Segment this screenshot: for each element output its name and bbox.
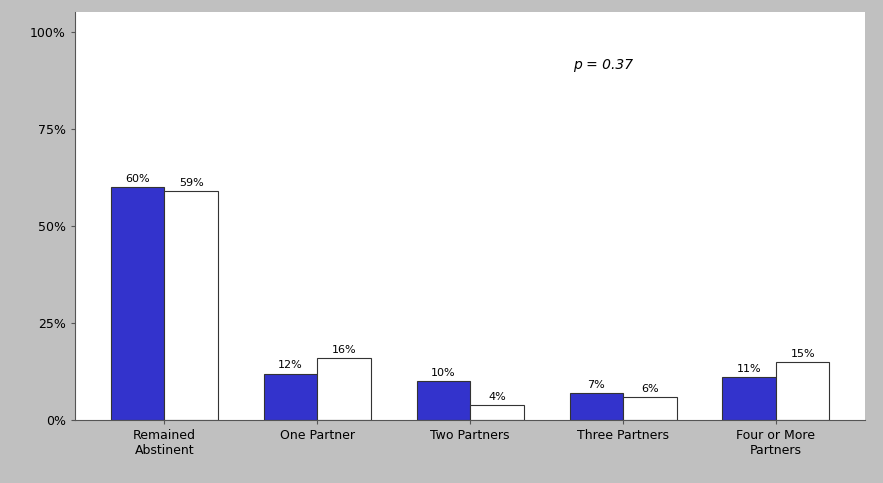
Bar	[264, 373, 317, 420]
Text: 6%: 6%	[641, 384, 659, 394]
Text: 15%: 15%	[790, 349, 815, 359]
Text: 59%: 59%	[179, 178, 204, 188]
Text: p = 0.37: p = 0.37	[573, 58, 633, 72]
Bar	[570, 393, 623, 420]
Text: 16%: 16%	[332, 345, 357, 355]
Bar	[417, 382, 471, 420]
Bar	[471, 405, 524, 420]
Text: 7%: 7%	[587, 380, 605, 390]
Text: 12%: 12%	[278, 360, 303, 370]
Bar	[317, 358, 371, 420]
Bar	[722, 377, 776, 420]
Text: 4%: 4%	[488, 392, 506, 401]
Bar	[623, 397, 676, 420]
Bar	[776, 362, 829, 420]
Text: 60%: 60%	[125, 174, 150, 184]
Text: 11%: 11%	[736, 364, 761, 374]
Bar	[111, 187, 164, 420]
Bar	[164, 191, 218, 420]
Text: 10%: 10%	[431, 368, 456, 378]
